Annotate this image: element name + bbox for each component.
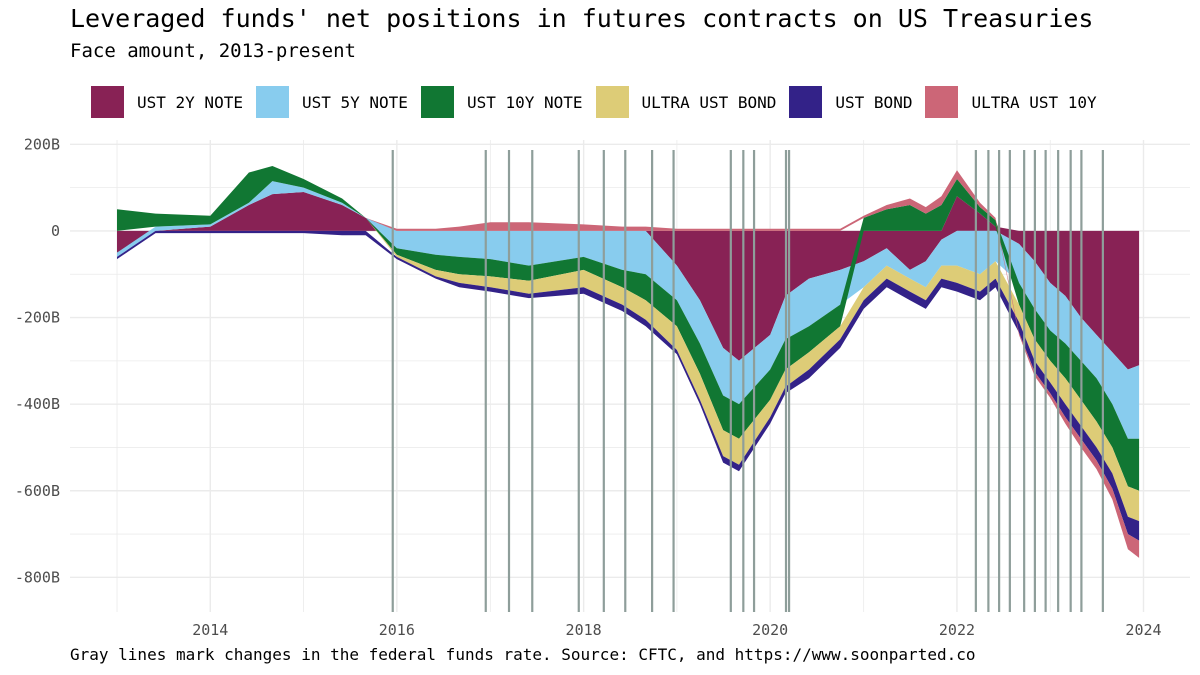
legend-swatch — [925, 86, 959, 118]
chart-title: Leveraged funds' net positions in future… — [70, 4, 1094, 33]
y-tick-label: 0 — [51, 222, 60, 240]
x-tick-label: 2014 — [192, 621, 228, 639]
y-tick-label: 200B — [24, 135, 60, 153]
axis-labels: 200B 0 -200B -400B -600B -800B 2014 2016 2018 202… — [15, 135, 1162, 639]
area-ust-5y-note — [117, 181, 1140, 439]
legend-swatch — [420, 86, 454, 118]
stacked-areas — [117, 166, 1140, 558]
chart-caption: Gray lines mark changes in the federal f… — [70, 645, 976, 664]
x-tick-label: 2022 — [939, 621, 975, 639]
legend-item-ust-5y-note: UST 5Y NOTE — [255, 86, 408, 118]
y-tick-label: -800B — [15, 568, 60, 586]
legend-swatch — [595, 86, 629, 118]
legend-label: UST 10Y NOTE — [466, 92, 583, 112]
legend-label: UST 5Y NOTE — [301, 92, 408, 112]
legend-label: ULTRA UST BOND — [641, 92, 777, 112]
area-ust-2y-note — [117, 192, 1140, 370]
legend-swatch — [789, 86, 823, 118]
x-tick-label: 2016 — [379, 621, 415, 639]
y-tick-label: -200B — [15, 309, 60, 327]
legend-swatch — [255, 86, 289, 118]
x-tick-label: 2024 — [1125, 621, 1161, 639]
legend-label: ULTRA UST 10Y — [971, 92, 1097, 112]
legend: UST 2Y NOTE UST 5Y NOTE UST 10Y NOTE ULT… — [91, 86, 1110, 118]
legend-item-ust-10y-note: UST 10Y NOTE — [420, 86, 583, 118]
rate-change-lines — [391, 150, 1104, 612]
chart-subtitle: Face amount, 2013-present — [70, 40, 356, 62]
y-tick-label: -400B — [15, 395, 60, 413]
legend-item-ust-bond: UST BOND — [789, 86, 912, 118]
legend-item-ust-2y-note: UST 2Y NOTE — [91, 86, 243, 118]
legend-swatch — [91, 86, 124, 118]
legend-item-ultra-ust-bond: ULTRA UST BOND — [595, 86, 777, 118]
legend-label: UST BOND — [835, 92, 913, 112]
x-tick-label: 2020 — [752, 621, 788, 639]
y-tick-label: -600B — [15, 482, 60, 500]
legend-item-ultra-ust-10y: ULTRA UST 10Y — [925, 86, 1097, 118]
x-tick-label: 2018 — [566, 621, 602, 639]
legend-label: UST 2Y NOTE — [137, 92, 243, 112]
